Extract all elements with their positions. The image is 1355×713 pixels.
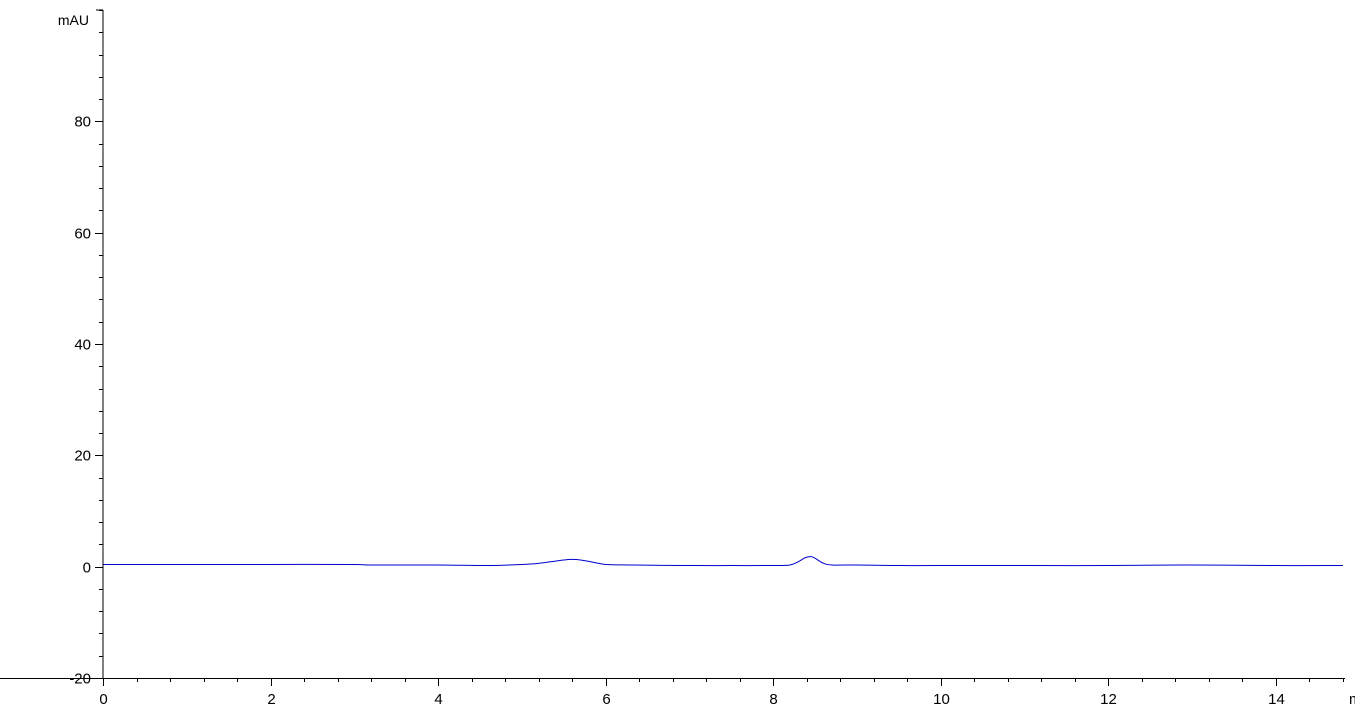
y-tick-label: 20 (74, 448, 91, 465)
x-tick-label: 12 (1100, 691, 1117, 708)
y-tick-label: 80 (74, 114, 91, 131)
x-tick-label: 10 (933, 691, 950, 708)
x-tick-label: 0 (99, 691, 107, 708)
x-tick-label: 6 (602, 691, 610, 708)
x-tick-label: 2 (267, 691, 275, 708)
x-tick-label: 4 (434, 691, 442, 708)
y-tick-label: -20 (69, 671, 91, 688)
axes: -20 0 20 40 60 80 0 2 4 6 8 10 12 14 (0, 9, 1345, 708)
y-tick-label: 40 (74, 337, 91, 354)
x-tick-label: 8 (769, 691, 777, 708)
y-axis-unit-label: mAU (58, 12, 89, 28)
series-layer (103, 556, 1344, 567)
series-line-0 (103, 556, 1344, 567)
y-tick-label: 60 (74, 226, 91, 243)
y-tick-label: 0 (83, 560, 91, 577)
x-axis-unit-label: m (1349, 691, 1355, 708)
x-tick-label: 14 (1268, 691, 1285, 708)
